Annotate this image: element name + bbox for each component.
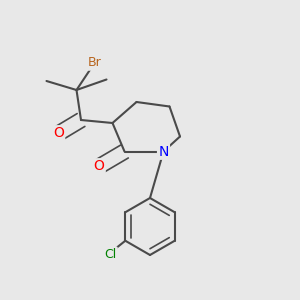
Text: O: O	[94, 160, 104, 173]
Text: Cl: Cl	[104, 248, 116, 261]
Text: O: O	[53, 127, 64, 140]
Text: N: N	[158, 145, 169, 158]
Text: Br: Br	[88, 56, 101, 70]
